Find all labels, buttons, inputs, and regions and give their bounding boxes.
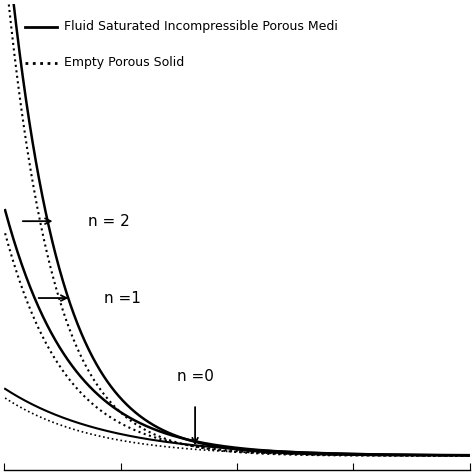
Text: n =0: n =0 <box>177 369 213 384</box>
Text: Empty Porous Solid: Empty Porous Solid <box>64 56 184 69</box>
Text: Fluid Saturated Incompressible Porous Medi: Fluid Saturated Incompressible Porous Me… <box>64 20 337 33</box>
Text: n =1: n =1 <box>104 291 141 306</box>
Text: n = 2: n = 2 <box>88 214 130 228</box>
